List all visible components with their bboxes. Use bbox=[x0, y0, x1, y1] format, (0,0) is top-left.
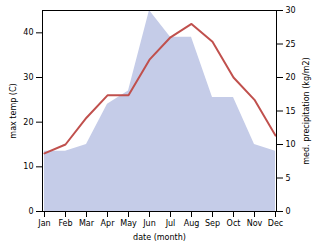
svg-text:Jun: Jun bbox=[142, 219, 156, 228]
svg-text:30: 30 bbox=[286, 6, 296, 15]
svg-text:15: 15 bbox=[286, 107, 296, 116]
svg-text:10: 10 bbox=[286, 140, 296, 149]
svg-text:20: 20 bbox=[23, 118, 33, 127]
svg-text:Sep: Sep bbox=[205, 219, 220, 228]
svg-text:Aug: Aug bbox=[184, 219, 200, 228]
svg-text:max temp (C): max temp (C) bbox=[9, 83, 18, 138]
svg-text:40: 40 bbox=[23, 28, 33, 37]
svg-text:Feb: Feb bbox=[58, 219, 72, 228]
svg-text:Apr: Apr bbox=[101, 219, 116, 228]
svg-text:0: 0 bbox=[286, 207, 291, 216]
svg-text:Mar: Mar bbox=[79, 219, 95, 228]
svg-text:Nov: Nov bbox=[247, 219, 263, 228]
svg-text:May: May bbox=[120, 219, 137, 228]
svg-text:Jan: Jan bbox=[37, 219, 50, 228]
svg-text:Jul: Jul bbox=[165, 219, 176, 228]
svg-text:0: 0 bbox=[28, 207, 33, 216]
svg-text:Oct: Oct bbox=[227, 219, 241, 228]
svg-text:30: 30 bbox=[23, 73, 33, 82]
svg-text:med. precipitation (kg/m2): med. precipitation (kg/m2) bbox=[302, 57, 311, 164]
svg-text:Dec: Dec bbox=[268, 219, 283, 228]
svg-text:5: 5 bbox=[286, 174, 291, 183]
svg-text:20: 20 bbox=[286, 73, 296, 82]
svg-text:10: 10 bbox=[23, 162, 33, 171]
svg-text:25: 25 bbox=[286, 40, 296, 49]
svg-text:date (month): date (month) bbox=[133, 233, 186, 242]
